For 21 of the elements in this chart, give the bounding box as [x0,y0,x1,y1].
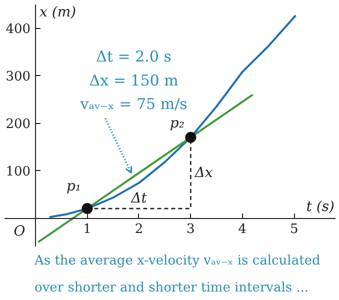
y-tick-label: 400 [6,22,31,38]
x-axis-title: t (s) [306,199,334,216]
annotation: Δt = 2.0 s [96,48,172,66]
x-tick-label: 5 [290,222,298,238]
annotation: vₐᵥ₋ₓ = 75 m/s [79,95,188,114]
y-tick-label: 300 [6,70,31,85]
y-tick-label: 100 [6,164,31,180]
y-tick-label: 200 [6,117,31,132]
annotation: O [14,224,26,240]
annotation: p₂ [170,116,185,132]
annotation: Δt [130,190,148,207]
annotation: Δx = 150 m [89,71,178,90]
text: over shorter and shorter time intervals ... [34,280,309,296]
x-tick-label: 3 [186,222,195,238]
x-tick-label: 2 [134,222,144,238]
x-tick-label: 4 [238,222,247,238]
text: As the average x-velocity vₐᵥ₋ₓ is calculated [34,254,320,268]
annotation: p₁ [66,178,82,194]
x-tick-label: 1 [83,222,92,238]
y-axis-title: x (m) [40,4,76,20]
annotation: Δx [194,164,213,181]
